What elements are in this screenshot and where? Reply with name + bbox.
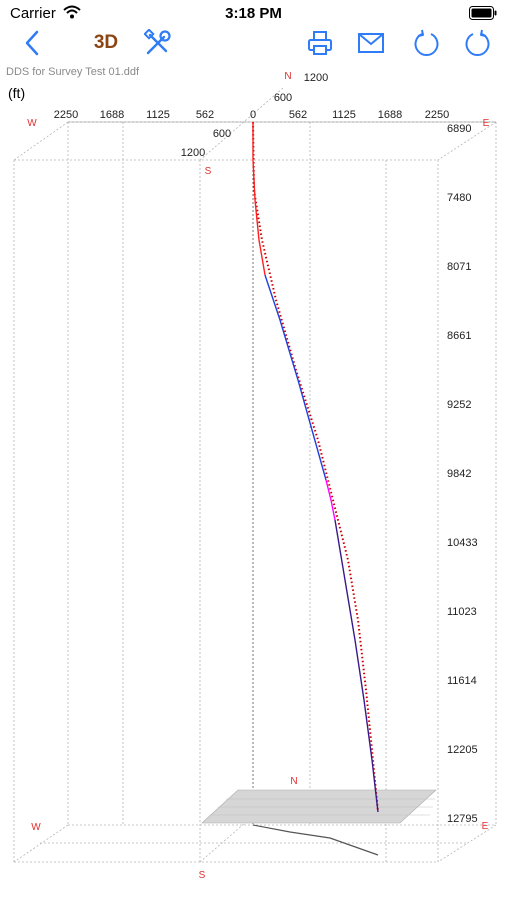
depth-tick-label: 10433 bbox=[447, 537, 478, 549]
ns-tick-label: 1200 bbox=[181, 147, 205, 159]
ew-tick-label: 1688 bbox=[378, 109, 402, 121]
depth-tick-label: 6890 bbox=[447, 123, 471, 135]
rotate-icon bbox=[465, 29, 490, 57]
depth-axis-labels: 6890 7480 8071 8661 9252 9842 10433 1102… bbox=[447, 123, 478, 825]
ew-tick-label: 0 bbox=[250, 109, 256, 121]
actual-well-path-middle bbox=[264, 274, 327, 481]
target-plane-hatch bbox=[210, 798, 435, 816]
ew-tick-label: 562 bbox=[196, 109, 214, 121]
compass-labels: N W E S N W E S bbox=[27, 71, 489, 881]
compass-west: W bbox=[27, 118, 37, 129]
actual-well-path-upper bbox=[252, 122, 266, 276]
ew-tick-label: 2250 bbox=[425, 109, 449, 121]
compass-north-bottom: N bbox=[290, 776, 297, 787]
plan-projection-path bbox=[252, 824, 379, 856]
battery-icon bbox=[469, 6, 497, 25]
refresh-icon bbox=[414, 29, 439, 57]
actual-well-path-lower bbox=[334, 519, 379, 813]
wifi-icon bbox=[63, 5, 81, 24]
printer-icon bbox=[308, 31, 332, 55]
depth-tick-label: 9842 bbox=[447, 468, 471, 480]
ew-tick-label: 1125 bbox=[146, 109, 170, 121]
ns-tick-label: 600 bbox=[213, 128, 231, 140]
compass-east: E bbox=[483, 118, 490, 129]
rotate-button[interactable] bbox=[460, 26, 494, 60]
file-name: DDS for Survey Test 01.ddf bbox=[6, 66, 140, 78]
compass-east-bottom: E bbox=[482, 821, 489, 832]
ew-tick-label: 2250 bbox=[54, 109, 78, 121]
depth-tick-label: 8071 bbox=[447, 261, 471, 273]
ns-axis-labels: 1200 600 600 1200 bbox=[181, 72, 328, 159]
ew-tick-label: 562 bbox=[289, 109, 307, 121]
ew-axis-labels: 2250 1688 1125 562 0 562 1125 1688 2250 bbox=[54, 109, 449, 121]
status-bar: Carrier 3:18 PM bbox=[0, 0, 507, 28]
depth-tick-label: 9252 bbox=[447, 399, 471, 411]
ew-tick-label: 1125 bbox=[332, 109, 356, 121]
planned-well-path bbox=[252, 121, 379, 813]
back-button[interactable] bbox=[18, 26, 46, 60]
print-button[interactable] bbox=[303, 26, 337, 60]
ew-tick-label: 1688 bbox=[100, 109, 124, 121]
depth-tick-label: 11023 bbox=[447, 606, 477, 618]
ns-tick-label: 600 bbox=[274, 92, 292, 104]
chevron-left-icon bbox=[25, 30, 39, 56]
tools-button[interactable] bbox=[140, 26, 176, 60]
view-mode-button[interactable]: 3D bbox=[93, 32, 119, 53]
depth-tick-label: 8661 bbox=[447, 330, 471, 342]
wrench-screwdriver-icon bbox=[144, 29, 171, 55]
ns-tick-label: 1200 bbox=[304, 72, 328, 84]
carrier-label: Carrier bbox=[10, 5, 56, 22]
target-plane bbox=[201, 789, 437, 824]
compass-south-bottom: S bbox=[199, 870, 206, 881]
envelope-icon bbox=[358, 33, 384, 53]
actual-well-path-transition bbox=[325, 479, 336, 521]
depth-tick-label: 11614 bbox=[447, 675, 477, 687]
compass-north: N bbox=[284, 71, 291, 82]
compass-south: S bbox=[205, 166, 212, 177]
depth-tick-label: 7480 bbox=[447, 192, 471, 204]
clock: 3:18 PM bbox=[225, 5, 282, 22]
mail-button[interactable] bbox=[354, 26, 388, 60]
refresh-button[interactable] bbox=[410, 26, 444, 60]
toolbar: 3D bbox=[0, 26, 507, 62]
compass-west-bottom: W bbox=[31, 822, 41, 833]
depth-tick-label: 12205 bbox=[447, 744, 478, 756]
units-label: (ft) bbox=[8, 85, 26, 101]
depth-tick-label: 12795 bbox=[447, 813, 478, 825]
